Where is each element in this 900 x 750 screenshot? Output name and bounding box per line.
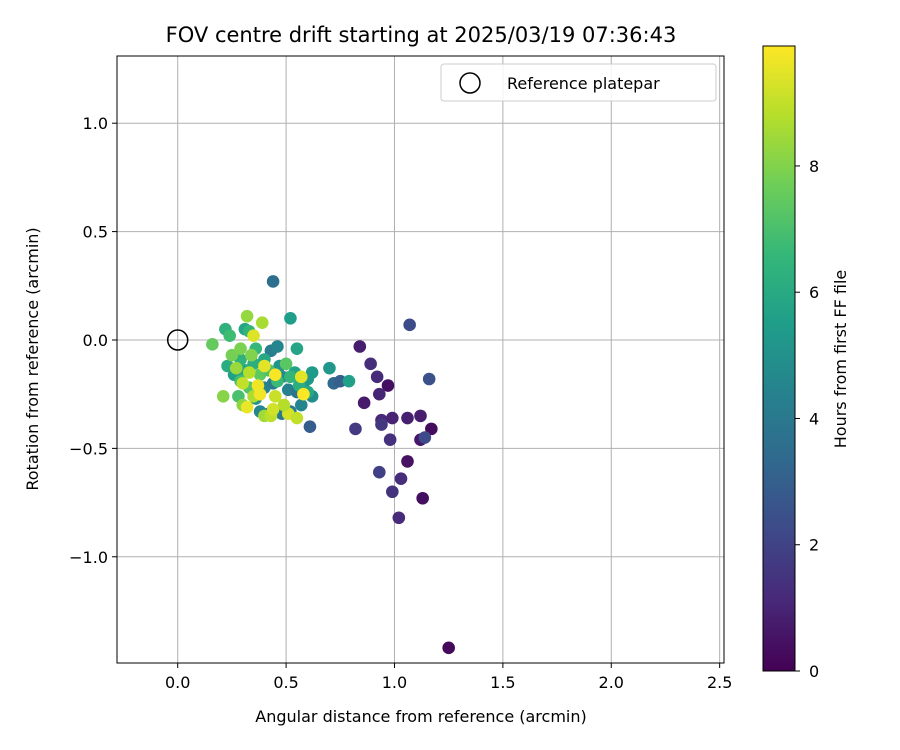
data-point xyxy=(294,398,308,412)
data-point xyxy=(277,398,291,412)
data-point xyxy=(422,372,436,386)
data-point xyxy=(290,411,304,425)
data-point xyxy=(386,485,399,499)
data-point xyxy=(258,359,271,373)
y-tick-label: 0.0 xyxy=(83,331,108,350)
data-point xyxy=(271,340,284,353)
data-point xyxy=(416,491,429,505)
data-point xyxy=(303,420,317,434)
data-point xyxy=(383,433,397,447)
data-point xyxy=(401,455,414,468)
colorbar-gradient xyxy=(762,45,796,672)
y-tick-label: −0.5 xyxy=(69,439,108,458)
data-point xyxy=(342,374,356,388)
x-axis-label: Angular distance from reference (arcmin) xyxy=(255,707,586,726)
data-point xyxy=(234,342,247,355)
data-point xyxy=(266,275,280,288)
colorbar-label: Hours from first FF file xyxy=(831,270,850,449)
data-point xyxy=(333,374,347,388)
data-point xyxy=(236,377,250,390)
data-point xyxy=(370,370,384,384)
data-point xyxy=(403,318,416,332)
data-point xyxy=(414,409,427,423)
data-point xyxy=(353,340,367,353)
data-point xyxy=(297,387,310,401)
data-point xyxy=(247,329,260,342)
x-tick-label: 0.5 xyxy=(273,673,298,692)
x-tick-label: 0.0 xyxy=(165,673,190,692)
legend-entry-reference-platepar: Reference platepar xyxy=(507,74,660,93)
data-point xyxy=(225,348,239,362)
colorbar-ticks: 0 2 4 6 8 xyxy=(795,157,819,681)
x-tick-label: 1.0 xyxy=(382,673,407,692)
data-point xyxy=(284,312,297,325)
data-point xyxy=(284,370,297,384)
y-tick-label: 0.5 xyxy=(83,223,108,242)
y-tick-label: 1.0 xyxy=(83,114,108,133)
x-tick-label: 2.5 xyxy=(707,673,732,692)
x-axis-ticks: 0.0 0.5 1.0 1.5 2.0 2.5 xyxy=(165,663,732,692)
data-point xyxy=(425,422,438,436)
data-point xyxy=(373,465,386,479)
data-point xyxy=(240,309,254,323)
chart-title: FOV centre drift starting at 2025/03/19 … xyxy=(166,23,677,47)
data-point xyxy=(442,641,455,655)
data-point xyxy=(253,387,267,401)
data-point xyxy=(255,316,269,329)
data-point xyxy=(206,338,219,351)
y-axis-ticks: 1.0 0.5 0.0 −0.5 −1.0 xyxy=(69,114,117,567)
data-point xyxy=(375,418,388,431)
colorbar: 0 2 4 6 8 Hours from first FF file xyxy=(762,45,850,681)
data-point xyxy=(418,431,432,444)
y-tick-label: −1.0 xyxy=(69,548,108,567)
data-point xyxy=(394,472,408,486)
colorbar-tick-label: 0 xyxy=(809,662,819,681)
colorbar-tick-label: 8 xyxy=(809,157,819,176)
data-point xyxy=(223,329,237,342)
legend: Reference platepar xyxy=(440,63,717,102)
legend-marker-icon xyxy=(459,72,481,94)
data-point xyxy=(216,390,230,403)
data-point xyxy=(386,411,399,425)
data-point xyxy=(279,357,293,371)
legend-box xyxy=(440,63,717,102)
colorbar-tick-label: 4 xyxy=(809,409,819,428)
data-point xyxy=(268,368,282,381)
data-point xyxy=(229,361,243,375)
data-point xyxy=(373,387,386,401)
data-point xyxy=(401,411,414,425)
data-point xyxy=(245,348,258,362)
data-points xyxy=(206,275,455,655)
data-point xyxy=(294,370,308,384)
x-tick-label: 2.0 xyxy=(599,673,624,692)
plot-frame xyxy=(116,55,725,664)
colorbar-tick-label: 2 xyxy=(809,536,819,555)
data-point xyxy=(323,361,336,375)
data-point xyxy=(240,400,254,414)
data-point xyxy=(364,357,377,371)
reference-platepar-marker xyxy=(166,329,189,351)
data-point xyxy=(357,396,371,410)
data-point xyxy=(392,511,406,525)
y-axis-label: Rotation from reference (arcmin) xyxy=(23,227,42,490)
data-point xyxy=(381,379,395,392)
grid-lines xyxy=(117,56,724,663)
data-point xyxy=(266,403,280,416)
data-point xyxy=(242,366,256,379)
data-point xyxy=(349,422,362,436)
colorbar-tick-label: 6 xyxy=(809,283,819,302)
data-point xyxy=(290,342,304,355)
x-tick-label: 1.5 xyxy=(490,673,515,692)
data-point xyxy=(268,390,282,403)
